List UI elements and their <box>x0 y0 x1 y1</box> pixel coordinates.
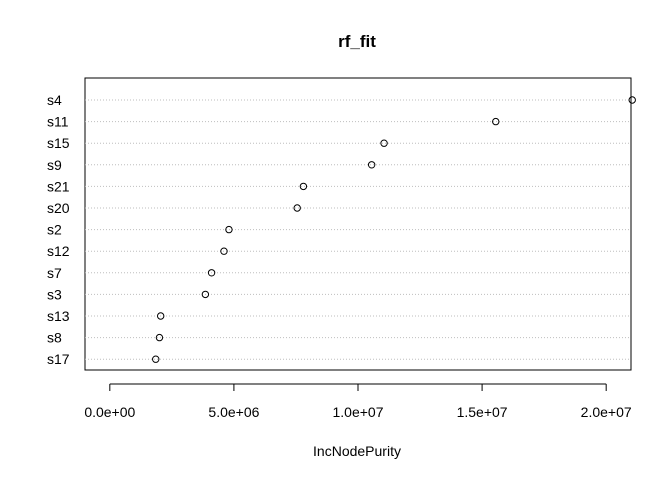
category-label: s12 <box>47 243 70 259</box>
category-label: s20 <box>47 200 70 216</box>
category-label: s9 <box>47 157 62 173</box>
data-point <box>380 139 388 147</box>
data-point <box>492 117 500 126</box>
category-label: s7 <box>47 265 62 281</box>
data-point <box>201 290 210 299</box>
grid-lines <box>85 99 631 360</box>
data-point <box>156 312 165 320</box>
category-label: s3 <box>47 286 62 302</box>
category-label: s8 <box>47 330 62 346</box>
category-label: s4 <box>47 92 62 108</box>
category-label: s13 <box>47 308 70 324</box>
x-axis-label: IncNodePurity <box>313 443 401 459</box>
category-label: s17 <box>47 351 70 367</box>
plot-frame <box>84 77 632 371</box>
data-point <box>220 247 228 255</box>
chart-title: rf_fit <box>338 32 376 51</box>
category-labels: s4 s11 s15 s9 s21 s20 s2 s12 s7 s3 s13 s8 s17 <box>47 92 70 367</box>
category-label: s11 <box>47 114 69 130</box>
data-point <box>225 225 233 234</box>
data-point <box>155 333 164 342</box>
category-label: s15 <box>47 135 70 151</box>
category-label: s2 <box>47 222 62 238</box>
data-point <box>293 204 301 212</box>
data-point <box>152 355 160 363</box>
x-tick-label: 2.0e+07 <box>581 404 632 420</box>
data-point <box>299 182 308 191</box>
data-points <box>152 96 636 363</box>
data-point <box>628 96 636 104</box>
x-axis: 0.0e+00 5.0e+06 1.0e+07 1.5e+07 2.0e+07 <box>84 383 632 420</box>
x-tick-label: 1.5e+07 <box>457 404 508 420</box>
x-tick-label: 1.0e+07 <box>333 404 384 420</box>
category-label: s21 <box>47 178 70 194</box>
x-tick-label: 0.0e+00 <box>84 404 135 420</box>
data-point <box>207 269 216 277</box>
data-point <box>367 161 376 169</box>
x-tick-label: 5.0e+06 <box>208 404 259 420</box>
